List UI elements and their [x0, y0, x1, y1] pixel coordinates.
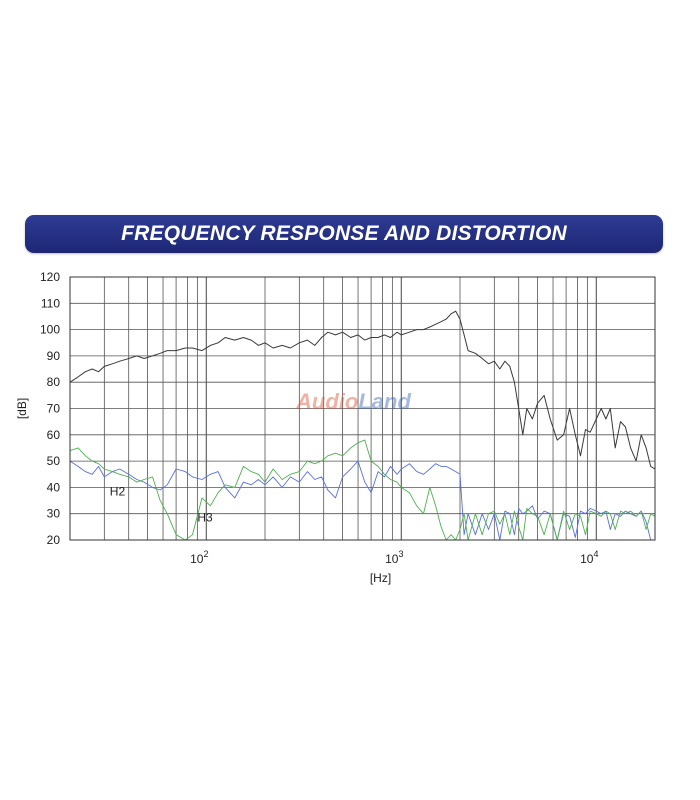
series-line-response [69, 310, 656, 470]
x-tick-exponent: 2 [203, 549, 208, 559]
x-tick-label: 102 [190, 549, 208, 566]
x-tick-label: 104 [580, 549, 598, 566]
chart-series [69, 310, 656, 541]
audioland-watermark: AudioLand [295, 389, 411, 414]
y-tick-labels: 20 30 40 50 60 70 80 90 100 110 120 [40, 270, 60, 547]
watermark-text: AudioLand [295, 389, 411, 414]
watermark-text-part: Land [358, 389, 411, 414]
series-line-h3 [69, 439, 656, 541]
y-tick-label: 20 [47, 533, 61, 547]
watermark-text-part: Audio [295, 389, 358, 414]
annotation-h2: H2 [110, 484, 126, 498]
x-tick-exponent: 4 [593, 549, 598, 559]
chart-title-banner: FREQUENCY RESPONSE AND DISTORTION [25, 215, 663, 253]
series-line-h2 [69, 460, 655, 541]
y-tick-label: 100 [40, 323, 60, 337]
x-tick-base: 10 [580, 552, 594, 566]
y-tick-label: 70 [47, 402, 61, 416]
y-tick-label: 60 [47, 428, 61, 442]
y-tick-label: 50 [47, 454, 61, 468]
x-tick-label: 103 [385, 549, 403, 566]
x-axis-label: [Hz] [370, 571, 391, 585]
x-tick-labels: 102 103 104 [190, 549, 598, 566]
plot-frame [69, 276, 656, 541]
y-axis-label: [dB] [15, 398, 29, 419]
y-tick-label: 110 [41, 296, 60, 310]
x-tick-base: 10 [385, 552, 399, 566]
chart-title: FREQUENCY RESPONSE AND DISTORTION [121, 222, 567, 245]
y-tick-label: 30 [47, 507, 61, 521]
x-tick-exponent: 3 [398, 549, 403, 559]
x-tick-base: 10 [190, 552, 204, 566]
y-tick-label: 80 [47, 375, 61, 389]
y-tick-label: 120 [40, 270, 60, 284]
y-tick-label: 40 [47, 480, 61, 494]
annotation-h3: H3 [197, 511, 213, 525]
chart-annotations: H2 H3 [110, 484, 213, 524]
y-tick-label: 90 [47, 349, 61, 363]
